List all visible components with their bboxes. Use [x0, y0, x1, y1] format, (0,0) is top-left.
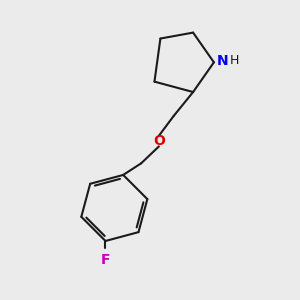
Text: N: N [216, 54, 228, 68]
Text: O: O [153, 134, 165, 148]
Text: H: H [230, 54, 239, 67]
Text: F: F [101, 253, 110, 267]
